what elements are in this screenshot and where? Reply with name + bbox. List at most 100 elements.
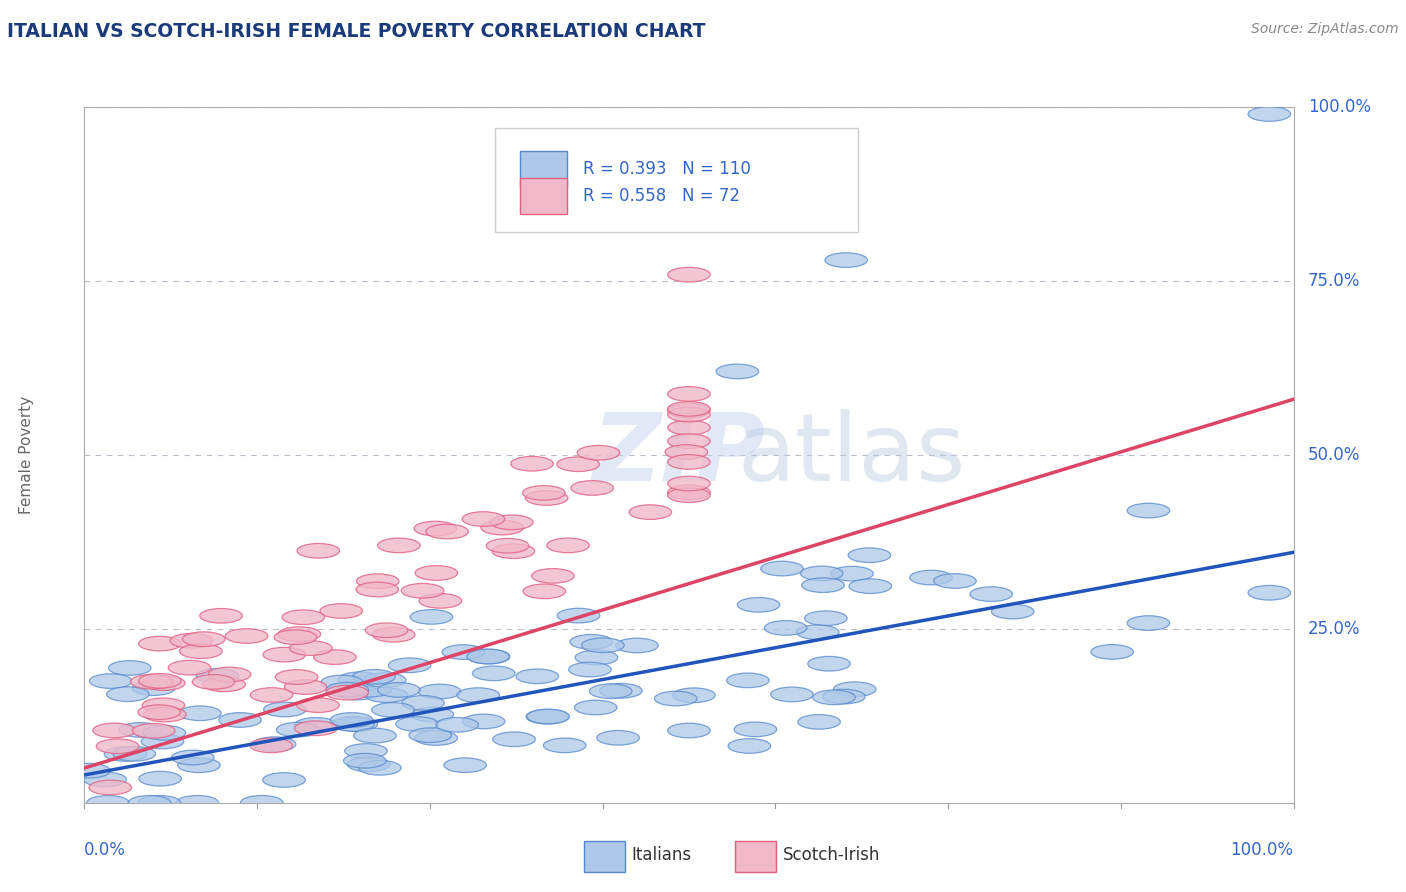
Ellipse shape	[290, 640, 332, 656]
Ellipse shape	[596, 731, 640, 745]
Ellipse shape	[668, 268, 710, 282]
Ellipse shape	[654, 691, 697, 706]
Ellipse shape	[240, 796, 283, 810]
Ellipse shape	[343, 754, 387, 768]
Ellipse shape	[330, 713, 373, 727]
Ellipse shape	[668, 723, 710, 738]
Ellipse shape	[402, 696, 444, 710]
Ellipse shape	[582, 638, 624, 653]
Ellipse shape	[277, 723, 319, 737]
Ellipse shape	[332, 716, 374, 731]
Ellipse shape	[84, 772, 127, 787]
Ellipse shape	[668, 420, 710, 435]
Ellipse shape	[568, 662, 612, 677]
Ellipse shape	[139, 673, 181, 688]
Ellipse shape	[219, 713, 262, 727]
Text: 100.0%: 100.0%	[1230, 841, 1294, 859]
Text: R = 0.558   N = 72: R = 0.558 N = 72	[582, 187, 740, 205]
Ellipse shape	[253, 737, 295, 751]
Ellipse shape	[578, 445, 620, 460]
FancyBboxPatch shape	[583, 841, 624, 871]
Text: Italians: Italians	[631, 846, 690, 864]
Ellipse shape	[441, 645, 485, 659]
Ellipse shape	[263, 648, 305, 662]
Ellipse shape	[467, 649, 509, 664]
Ellipse shape	[200, 608, 242, 624]
Ellipse shape	[179, 706, 221, 721]
Ellipse shape	[797, 714, 841, 729]
Ellipse shape	[172, 750, 214, 764]
Ellipse shape	[363, 673, 406, 688]
Text: ITALIAN VS SCOTCH-IRISH FEMALE POVERTY CORRELATION CHART: ITALIAN VS SCOTCH-IRISH FEMALE POVERTY C…	[7, 22, 706, 41]
Ellipse shape	[294, 721, 337, 736]
Ellipse shape	[141, 734, 184, 748]
Ellipse shape	[457, 688, 499, 702]
Ellipse shape	[801, 578, 845, 592]
Ellipse shape	[834, 681, 876, 697]
Ellipse shape	[415, 521, 457, 536]
Ellipse shape	[467, 649, 510, 664]
Ellipse shape	[250, 738, 292, 753]
Ellipse shape	[486, 539, 529, 553]
Ellipse shape	[463, 714, 505, 729]
Ellipse shape	[444, 758, 486, 772]
Ellipse shape	[672, 688, 716, 703]
Text: 0.0%: 0.0%	[84, 841, 127, 859]
Ellipse shape	[436, 717, 478, 732]
Ellipse shape	[120, 723, 162, 738]
Ellipse shape	[737, 598, 780, 612]
Ellipse shape	[326, 685, 368, 700]
Ellipse shape	[823, 690, 865, 704]
Ellipse shape	[575, 700, 617, 714]
Text: Scotch-Irish: Scotch-Irish	[783, 846, 880, 864]
Ellipse shape	[571, 481, 613, 495]
Ellipse shape	[132, 681, 174, 696]
Ellipse shape	[557, 608, 600, 623]
Ellipse shape	[347, 757, 389, 772]
Ellipse shape	[1249, 585, 1291, 600]
Ellipse shape	[910, 570, 952, 585]
Ellipse shape	[335, 717, 377, 731]
Ellipse shape	[765, 621, 807, 635]
Text: 25.0%: 25.0%	[1308, 620, 1361, 638]
Ellipse shape	[934, 574, 976, 589]
Ellipse shape	[523, 485, 565, 500]
FancyBboxPatch shape	[520, 151, 567, 187]
Ellipse shape	[419, 684, 461, 698]
Ellipse shape	[734, 722, 776, 737]
FancyBboxPatch shape	[735, 841, 776, 871]
Ellipse shape	[396, 716, 439, 731]
Ellipse shape	[142, 676, 186, 690]
Ellipse shape	[569, 634, 613, 649]
Ellipse shape	[208, 667, 250, 681]
Text: Female Poverty: Female Poverty	[18, 396, 34, 514]
Ellipse shape	[668, 408, 710, 422]
Ellipse shape	[770, 687, 813, 702]
Ellipse shape	[523, 584, 565, 599]
Ellipse shape	[297, 543, 340, 558]
Ellipse shape	[411, 609, 453, 624]
Ellipse shape	[274, 630, 316, 645]
Ellipse shape	[589, 684, 631, 698]
Ellipse shape	[371, 703, 415, 717]
Ellipse shape	[112, 747, 156, 761]
Ellipse shape	[354, 728, 396, 743]
Ellipse shape	[1249, 107, 1291, 121]
Ellipse shape	[108, 661, 150, 675]
Ellipse shape	[557, 457, 599, 472]
Ellipse shape	[409, 728, 451, 742]
Ellipse shape	[668, 386, 710, 401]
Ellipse shape	[415, 731, 457, 746]
Text: 100.0%: 100.0%	[1308, 98, 1371, 116]
Ellipse shape	[401, 583, 444, 598]
Ellipse shape	[1091, 645, 1133, 659]
Ellipse shape	[142, 698, 184, 713]
Ellipse shape	[481, 520, 523, 535]
FancyBboxPatch shape	[495, 128, 858, 232]
Ellipse shape	[831, 566, 873, 581]
Ellipse shape	[970, 587, 1012, 601]
FancyBboxPatch shape	[520, 178, 567, 214]
Ellipse shape	[796, 625, 839, 640]
Ellipse shape	[378, 682, 420, 698]
Ellipse shape	[727, 673, 769, 688]
